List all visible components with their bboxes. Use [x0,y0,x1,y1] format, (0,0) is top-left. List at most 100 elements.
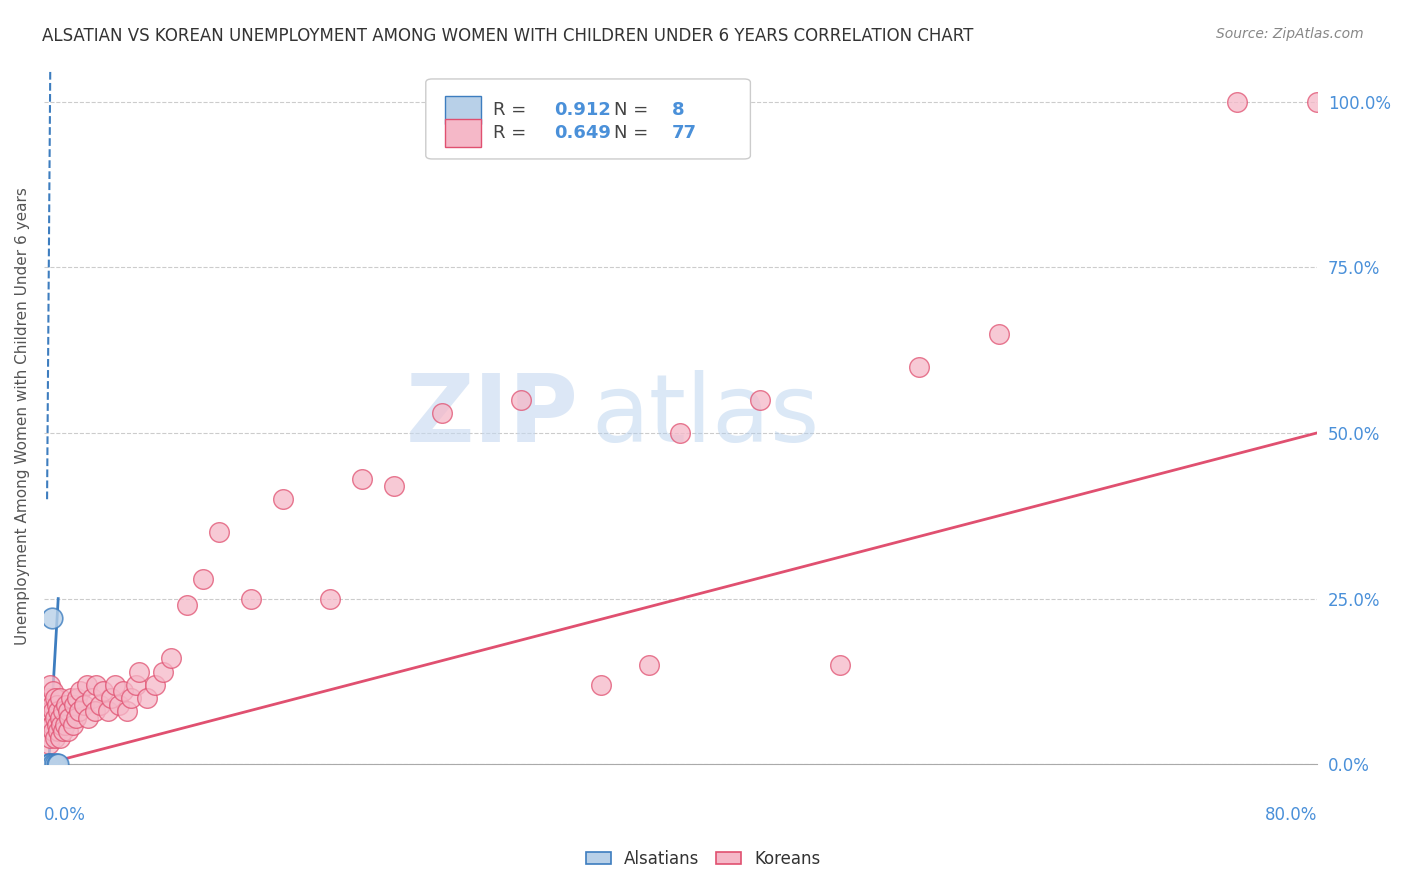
Point [510,392,533,407]
Point [637,657,659,672]
Point [49,711,72,725]
Point [66,691,89,706]
Point [65,711,87,725]
Point [42,757,65,772]
Point [1226,95,1249,109]
Point [41,717,63,731]
Point [86,678,108,692]
Point [91,684,114,698]
Point [352,472,374,486]
Point [38,757,60,772]
Point [52,724,75,739]
Point [39,731,62,745]
Point [38,691,60,706]
Point [45,698,67,712]
Point [44,757,66,772]
Point [208,525,231,540]
Point [136,691,159,706]
Point [46,704,69,718]
Point [382,479,405,493]
Point [67,704,90,718]
Point [120,691,142,706]
Text: atlas: atlas [592,370,820,462]
FancyBboxPatch shape [426,79,751,159]
Text: 77: 77 [672,124,696,142]
Point [49,691,72,706]
Point [45,717,67,731]
Point [100,691,122,706]
Point [56,704,79,718]
Point [44,691,66,706]
Point [104,678,127,692]
Point [987,326,1010,341]
Point [46,757,69,772]
Y-axis label: Unemployment Among Women with Children Under 6 years: Unemployment Among Women with Children U… [15,187,30,645]
Point [271,492,294,507]
Point [69,684,91,698]
Text: 80.0%: 80.0% [1264,806,1317,824]
Point [42,704,65,718]
Text: R =: R = [494,102,526,120]
Text: R =: R = [494,124,526,142]
Point [49,731,72,745]
Point [83,704,105,718]
Point [42,684,65,698]
Point [59,691,82,706]
Point [39,704,62,718]
Point [38,711,60,725]
Point [53,717,76,731]
Point [58,711,80,725]
Point [239,591,262,606]
Point [38,757,60,772]
Point [112,684,135,698]
Point [44,711,66,725]
FancyBboxPatch shape [444,120,481,147]
Point [76,678,98,692]
Text: 0.912: 0.912 [554,102,612,120]
Point [319,591,342,606]
Point [152,665,174,679]
Point [430,406,453,420]
Point [176,599,198,613]
Point [143,678,166,692]
Legend: Alsatians, Koreans: Alsatians, Koreans [579,844,827,875]
Point [45,757,67,772]
Point [35,724,58,739]
Point [73,698,96,712]
Text: ZIP: ZIP [406,370,578,462]
Point [41,611,63,625]
Point [1306,95,1329,109]
Point [749,392,772,407]
Point [56,724,79,739]
Text: ALSATIAN VS KOREAN UNEMPLOYMENT AMONG WOMEN WITH CHILDREN UNDER 6 YEARS CORRELAT: ALSATIAN VS KOREAN UNEMPLOYMENT AMONG WO… [42,27,973,45]
Point [191,572,214,586]
Point [62,717,84,731]
Point [63,698,86,712]
Point [38,738,60,752]
Point [39,678,62,692]
Point [80,691,103,706]
Text: 0.649: 0.649 [554,124,612,142]
Point [828,657,851,672]
Point [89,698,111,712]
Point [128,665,150,679]
Point [52,704,75,718]
Point [125,678,148,692]
Text: N =: N = [614,102,648,120]
Point [908,359,931,374]
Text: 8: 8 [672,102,685,120]
FancyBboxPatch shape [444,96,481,124]
Text: 0.0%: 0.0% [44,806,86,824]
Point [51,717,73,731]
Point [160,651,183,665]
Point [42,724,65,739]
Point [669,425,692,440]
Point [39,757,62,772]
Point [589,678,612,692]
Point [115,704,138,718]
Point [96,704,118,718]
Point [77,711,100,725]
Text: N =: N = [614,124,648,142]
Text: Source: ZipAtlas.com: Source: ZipAtlas.com [1216,27,1364,41]
Point [44,731,66,745]
